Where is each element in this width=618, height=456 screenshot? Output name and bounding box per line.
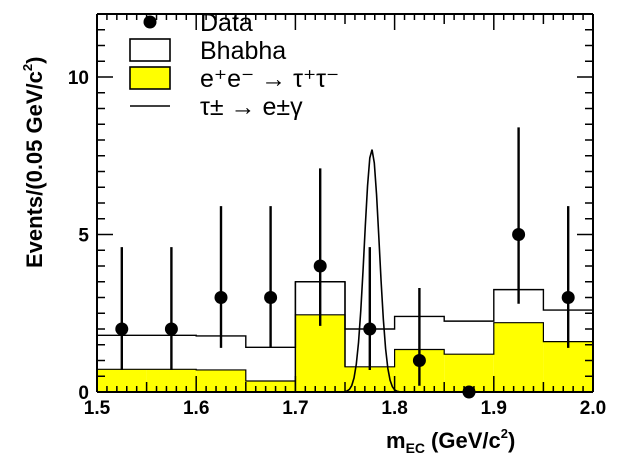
data-point (115, 322, 129, 336)
data-point (313, 259, 327, 273)
x-axis-title-unit-sup: 2 (501, 426, 508, 441)
y-axis-title: Events/(0.05 GeV/c2) (20, 57, 47, 268)
data-points-layer (115, 127, 575, 399)
x-tick-label: 1.8 (381, 398, 407, 419)
tau-pair-bar (196, 369, 246, 392)
legend-tau-pair-swatch (129, 66, 171, 90)
y-tick-label: 10 (68, 68, 89, 89)
y-axis-title-close: ) (22, 57, 47, 64)
y-tick-label: 0 (78, 383, 89, 404)
axis-titles: mEC (GeV/c2) Events/(0.05 GeV/c2) (20, 57, 515, 456)
data-point (561, 291, 575, 304)
legend-bhabha-swatch (129, 38, 171, 62)
legend-signal-label: τ± → e±γ (200, 93, 303, 121)
x-tick-label: 1.9 (481, 398, 507, 419)
y-axis-title-main: Events/(0.05 GeV/c (22, 71, 47, 268)
x-axis-title: mEC (GeV/c2) (386, 426, 515, 456)
tau-pair-bar (146, 369, 197, 392)
y-tick-label: 5 (78, 226, 89, 247)
legend-bhabha-label: Bhabha (200, 37, 286, 65)
x-tick-label: 1.6 (183, 398, 209, 419)
data-point (412, 354, 426, 367)
axes-layer: 1.5 1.6 1.7 1.8 1.9 2.0 0 5 10 (68, 13, 606, 419)
tau-pair-bar (245, 380, 296, 392)
legend-tau-pair-label: e⁺e⁻ → τ⁺τ⁻ (200, 65, 339, 93)
x-tick-label: 1.5 (84, 398, 111, 419)
legend-data-label: Data (200, 9, 253, 37)
x-axis-title-unit: (GeV/c (431, 428, 501, 453)
data-point (512, 228, 526, 241)
x-tick-label: 2.0 (580, 398, 606, 419)
x-axis-title-main: m (386, 428, 406, 453)
data-point (363, 322, 377, 336)
tau-pair-bar (97, 369, 147, 392)
tau-pair-bar (295, 314, 345, 392)
y-axis-title-sup: 2 (20, 64, 35, 71)
tau-pair-bar (543, 341, 593, 392)
data-point (214, 291, 228, 304)
tau-pair-bar (493, 322, 544, 392)
data-point (264, 291, 278, 304)
data-point (164, 322, 178, 336)
bhabha-bin-edge (294, 281, 346, 392)
x-axis-title-unit-close: ) (508, 428, 515, 453)
x-tick-label: 1.7 (282, 398, 308, 419)
tau-pair-bar (345, 366, 395, 392)
x-axis-title-subscript: EC (406, 440, 425, 456)
legend-data-marker (143, 15, 157, 29)
